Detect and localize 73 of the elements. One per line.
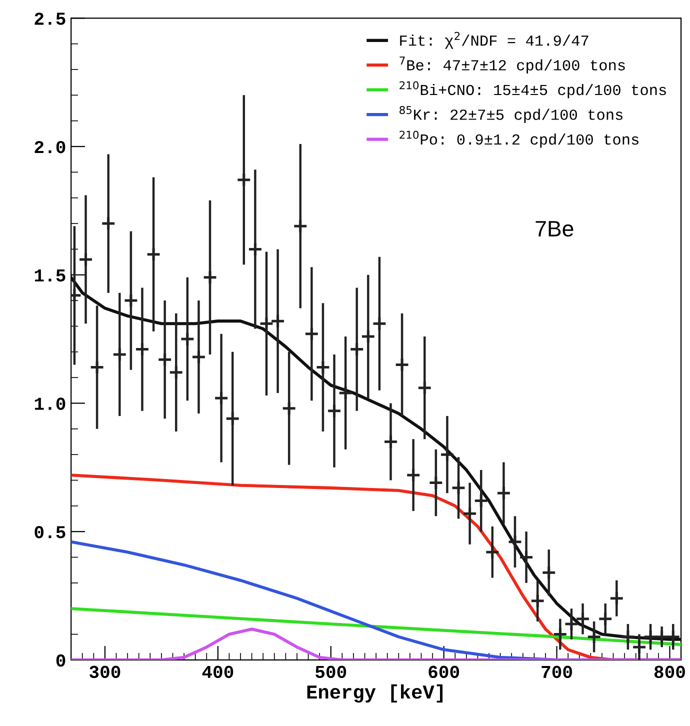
x-axis-title: Energy [keV] [307,684,443,703]
y-tick-label: 2.0 [34,140,66,154]
point [552,626,568,642]
point [134,342,150,357]
point [643,629,658,644]
point [248,242,263,257]
point [484,544,500,560]
point [326,403,342,418]
point [496,486,512,501]
point [654,629,670,644]
point [462,506,478,522]
point [372,316,387,332]
point [112,346,128,362]
point [304,326,320,342]
point [394,357,410,372]
point [428,475,444,490]
y-tick-label: 0.5 [34,526,66,538]
point [417,380,432,396]
point [180,332,195,347]
legend-label: $^{210}$Bi+CNO: 15±4±5 cpd/100 tons [400,81,666,98]
legend-label: Fit: χ$^{2}$/NDF = 41.9/47 [400,32,588,49]
point [508,534,522,550]
point [575,611,590,626]
annotation: 7Be [536,221,574,237]
x-tick-label: 300 [90,666,120,678]
point [202,270,218,285]
point [282,400,297,416]
point [90,360,105,375]
point [123,293,138,308]
point [214,390,229,406]
x-tick-label: 400 [202,666,234,678]
point [666,629,681,644]
y-tick-label: 1.5 [34,270,66,282]
point [78,252,94,267]
legend-label: $^{85}$Kr: 22±7±5 cpd/100 tons [400,106,622,123]
point [451,480,466,496]
point [530,593,546,608]
point [236,172,252,188]
point [632,640,647,655]
legend-label: $^{210}$Po: 0.9±1.2 cpd/100 tons [400,130,638,148]
point [225,411,240,426]
point [406,468,421,483]
x-tick-label: 800 [654,666,685,678]
point [518,550,534,565]
point [564,616,579,632]
point [259,316,274,332]
point [598,611,613,626]
point [586,629,602,644]
point [316,360,330,375]
y-tick-label: 1.0 [34,398,66,410]
point [620,629,636,644]
point [157,352,172,368]
point [191,350,206,364]
legend-label: $^{7}$Be: 47±7±12 cpd/100 tons [400,56,625,74]
point [383,434,398,450]
point [338,385,354,400]
point [440,447,455,462]
point [349,342,364,357]
point [292,218,308,234]
point [168,364,184,380]
point [474,493,489,508]
y-tick-label: 0 [56,654,66,667]
point [146,246,161,262]
point [100,216,116,231]
point [270,314,286,329]
y-tick-label: 2.5 [34,12,66,25]
point [360,329,376,344]
point [541,565,556,580]
point [609,590,624,606]
x-tick-label: 500 [316,666,346,678]
line-series [71,607,682,646]
x-tick-label: 600 [428,666,460,678]
x-tick-label: 700 [542,666,572,678]
